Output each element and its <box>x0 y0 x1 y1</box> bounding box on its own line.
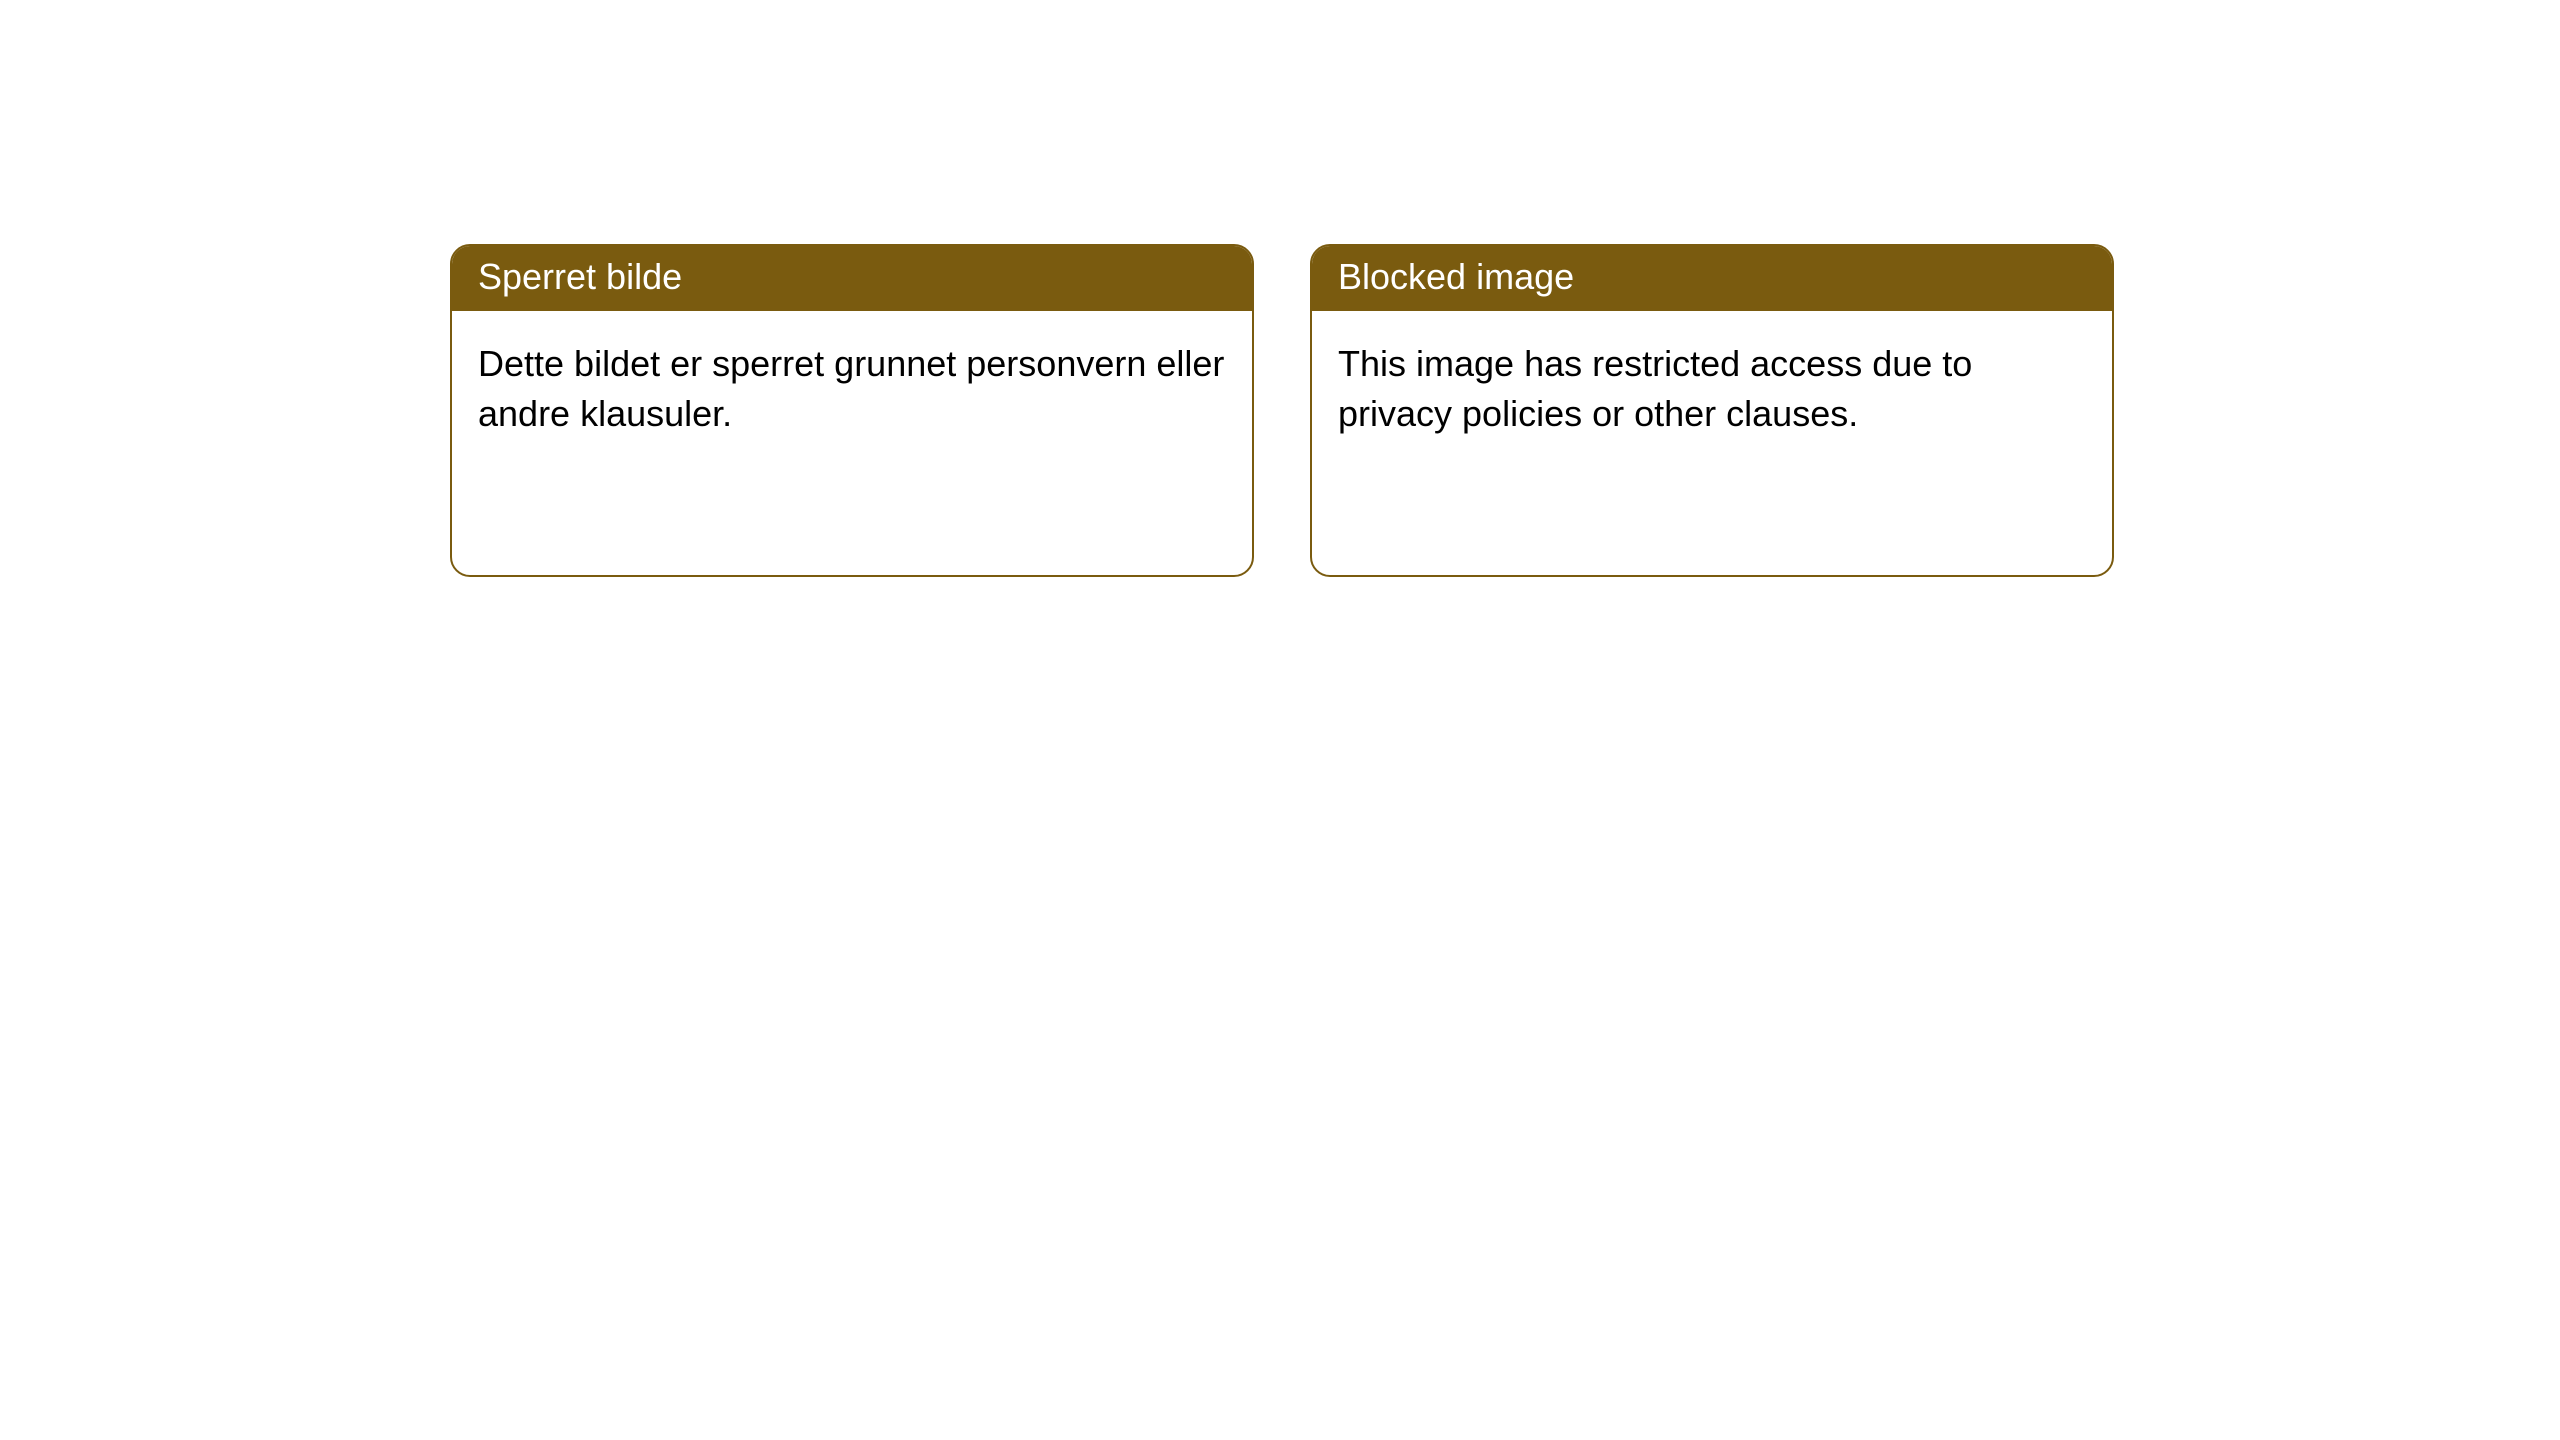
notice-card-norwegian: Sperret bilde Dette bildet er sperret gr… <box>450 244 1254 577</box>
notice-title: Sperret bilde <box>452 246 1252 311</box>
notice-container: Sperret bilde Dette bildet er sperret gr… <box>0 0 2560 577</box>
notice-body: This image has restricted access due to … <box>1312 311 2112 468</box>
notice-title: Blocked image <box>1312 246 2112 311</box>
notice-body: Dette bildet er sperret grunnet personve… <box>452 311 1252 468</box>
notice-card-english: Blocked image This image has restricted … <box>1310 244 2114 577</box>
